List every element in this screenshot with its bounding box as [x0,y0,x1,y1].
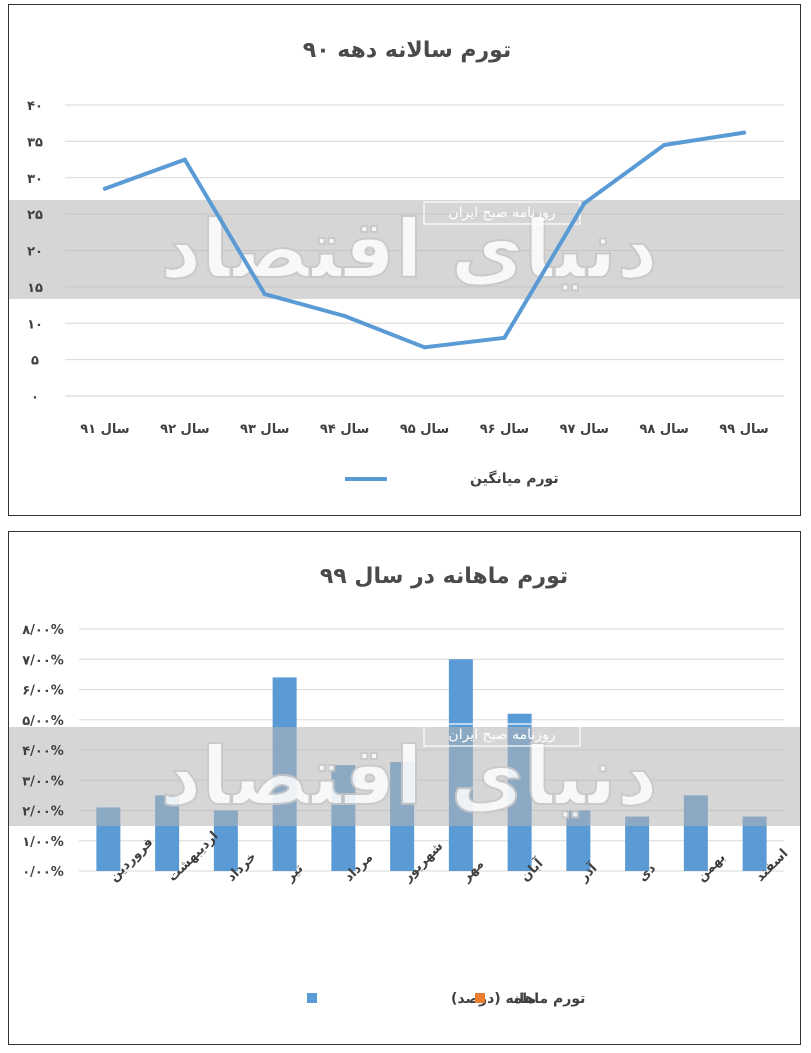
x-tick-label: سال ۹۸ [639,422,688,437]
y-axis-ticks: ۰/۰۰% ۱/۰۰% ۲/۰۰% ۳/۰۰% ۴/۰۰% ۵/۰۰% ۶/۰۰% ۷/۰۰%… [22,623,64,880]
legend-label: ماه [514,991,536,1007]
x-tick-label: سال ۹۹ [719,422,768,437]
monthly-inflation-chart-panel: تورم ماهانه در سال ۹۹ دنیای اقتصاد روزنام… [8,531,801,1045]
y-tick-label: ۵/۰۰% [22,714,64,729]
x-tick-label: سال ۹۵ [400,422,449,437]
y-tick-label: ۴۰ [27,99,43,114]
data-point [662,143,667,148]
x-tick-label: سال ۹۶ [480,422,529,437]
series-layer [102,130,747,350]
monthly-inflation-chart: تورم ماهانه در سال ۹۹ دنیای اقتصادروزنام… [9,564,800,1007]
chart-title: تورم سالانه دهه ۹۰ [303,38,511,63]
y-tick-label: ۳۵ [27,135,43,150]
watermark-band [9,200,800,299]
y-tick-label: ۵ [31,354,39,369]
watermark-label: روزنامه صبح ایران [448,205,555,221]
y-tick-label: ۸/۰۰% [22,623,64,638]
x-tick-label: سال ۹۴ [320,422,369,437]
y-tick-label: ۲۵ [27,208,43,223]
x-tick-label: سال ۹۱ [80,422,129,437]
y-tick-label: ۲/۰۰% [22,805,64,820]
y-tick-label: ۳/۰۰% [22,774,64,789]
data-point [422,345,427,350]
y-tick-label: ۱/۰۰% [22,835,64,850]
data-point [262,292,267,297]
legend-swatch [307,993,317,1003]
legend: تورم ماهانه (درصد)ماه [307,991,585,1007]
x-axis-ticks: سال ۹۱ سال ۹۲ سال ۹۳ سال ۹۴ سال ۹۵ سال ۹۶ سال … [80,422,768,437]
y-tick-label: ۲۰ [27,245,43,260]
y-tick-label: ۷/۰۰% [22,653,64,668]
watermark-logo: دنیای اقتصاد [160,203,657,296]
y-tick-label: ۰/۰۰% [22,865,64,880]
y-tick-label: ۰ [31,390,39,405]
y-tick-label: ۶/۰۰% [22,684,64,699]
data-point [742,130,747,135]
y-tick-label: ۱۵ [27,281,43,296]
y-axis-ticks: ۰ ۵ ۱۰ ۱۵ ۲۰ ۲۵ ۳۰ ۳۵ ۴۰ [27,99,43,405]
watermark-label-box [423,723,581,747]
watermark-label: روزنامه صبح ایران [448,727,555,743]
legend-label: تورم میانگین [470,470,559,487]
watermark-band [9,727,800,826]
x-tick-label: سال ۹۷ [560,422,609,437]
chart-title: تورم ماهانه در سال ۹۹ [320,564,568,589]
y-tick-label: ۴/۰۰% [22,744,64,759]
watermark-logo: دنیای اقتصاد [160,730,657,823]
x-tick-label: سال ۹۳ [240,422,289,437]
x-tick-label: سال ۹۲ [160,422,209,437]
legend: تورم میانگین [345,470,559,487]
data-point [342,313,347,318]
y-tick-label: ۱۰ [27,317,43,332]
data-point [182,157,187,162]
legend-swatch [475,993,485,1003]
y-tick-label: ۳۰ [27,172,43,187]
annual-inflation-chart-panel: تورم سالانه دهه ۹۰ دنیای اقتصاد روزنامه ص… [8,4,801,516]
data-point [502,335,507,340]
data-point [582,201,587,206]
data-point [102,186,107,191]
